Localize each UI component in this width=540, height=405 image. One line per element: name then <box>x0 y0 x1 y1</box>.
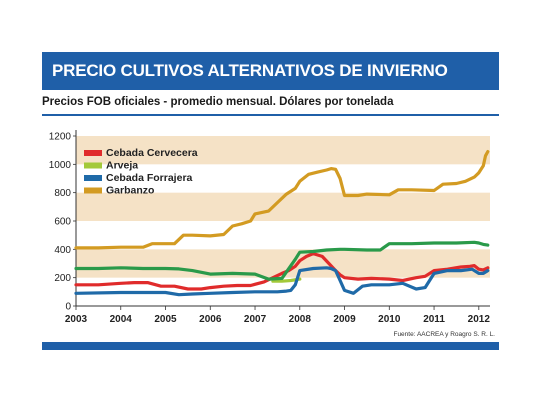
y-tick-label: 1000 <box>49 160 72 171</box>
legend-label: Cebada Cervecera <box>106 147 198 159</box>
y-tick-label: 0 <box>65 302 71 313</box>
y-tick-label: 200 <box>54 273 71 284</box>
line-chart: 0 200 400 600 800 1000 1200 2003 2004 2005 2006 200… <box>49 130 491 325</box>
legend-label: Arveja <box>106 160 138 172</box>
chart-card: PRECIO CULTIVOS ALTERNATIVOS DE INVIERNO… <box>42 52 499 350</box>
legend-swatch <box>84 150 102 156</box>
series-line <box>74 240 490 281</box>
series-line <box>74 266 490 297</box>
x-tick-label: 2010 <box>378 314 401 325</box>
footer-bar <box>42 342 499 350</box>
x-tick-label: 2009 <box>333 314 356 325</box>
y-tick-label: 600 <box>54 217 71 228</box>
x-tick-label: 2008 <box>289 314 312 325</box>
legend-label: Garbanzo <box>106 185 154 197</box>
x-tick-label: 2012 <box>468 314 491 325</box>
title-banner: PRECIO CULTIVOS ALTERNATIVOS DE INVIERNO <box>42 52 499 90</box>
y-tick-label: 1200 <box>49 132 72 143</box>
x-tick-label: 2011 <box>423 314 445 325</box>
series-line <box>74 252 490 291</box>
subtitle-divider <box>42 114 499 116</box>
y-tick-label: 800 <box>54 188 71 199</box>
legend-label: Cebada Forrajera <box>106 172 193 184</box>
x-tick-label: 2003 <box>65 314 88 325</box>
legend-swatch <box>84 162 102 169</box>
y-tick-label: 400 <box>54 245 71 256</box>
source-note: Fuente: AACREA y Roagro S. R. L. <box>393 331 495 338</box>
legend-swatch <box>84 175 102 181</box>
chart-title: PRECIO CULTIVOS ALTERNATIVOS DE INVIERNO <box>52 61 448 80</box>
legend-swatch <box>84 187 102 194</box>
x-tick-label: 2006 <box>199 314 222 325</box>
x-tick-label: 2007 <box>244 314 267 325</box>
grid-band <box>76 136 490 165</box>
x-tick-label: 2005 <box>154 314 177 325</box>
x-tick-label: 2004 <box>110 314 133 325</box>
series-line <box>74 150 490 250</box>
chart-subtitle: Precios FOB oficiales - promedio mensual… <box>42 96 394 108</box>
